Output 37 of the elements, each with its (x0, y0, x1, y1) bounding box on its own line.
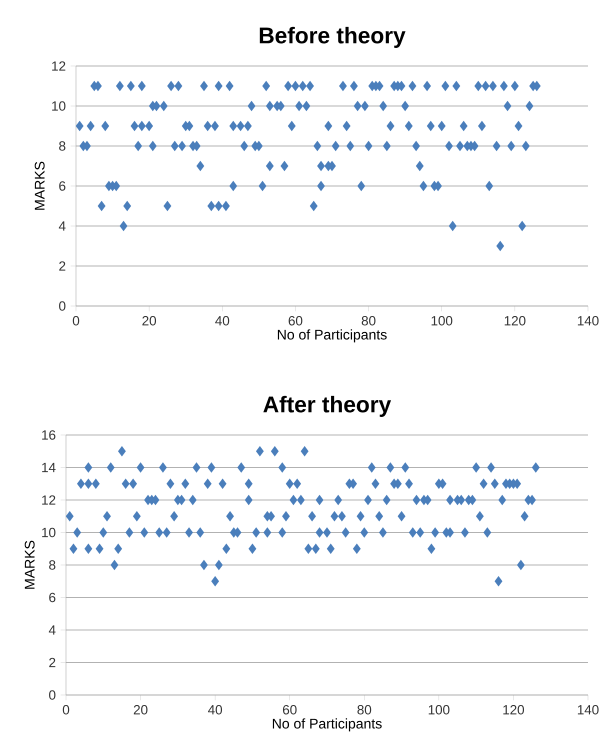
x-tick-label: 140 (578, 705, 599, 714)
x-tick-label: 60 (288, 316, 302, 326)
y-tick-label: 4 (48, 625, 56, 635)
y-tick-label: 16 (42, 430, 56, 440)
x-axis-title: No of Participants (272, 718, 382, 732)
y-tick-label: 2 (49, 658, 56, 668)
x-tick-label: 20 (134, 705, 148, 714)
x-tick-label: 100 (428, 705, 450, 714)
y-tick-label: 10 (42, 528, 56, 538)
y-tick-label: 4 (58, 221, 66, 231)
y-tick-label: 14 (42, 462, 56, 472)
x-tick-label: 60 (282, 705, 297, 714)
chart-title: Before theory (260, 26, 406, 48)
x-tick-label: 80 (362, 316, 376, 326)
y-tick-label: 6 (59, 181, 66, 191)
y-tick-label: 12 (52, 61, 66, 71)
x-tick-label: 40 (208, 705, 222, 714)
x-tick-label: 120 (504, 316, 526, 326)
x-axis-title: No of Participants (278, 329, 387, 342)
y-tick-label: 2 (59, 261, 66, 271)
y-tick-label: 0 (59, 301, 66, 311)
chart-title: After theory (263, 396, 392, 417)
y-tick-label: 8 (49, 560, 56, 570)
x-tick-label: 40 (215, 316, 230, 326)
y-axis-title: MARKS (24, 540, 35, 589)
y-tick-label: 6 (49, 592, 56, 602)
y-axis-title: MARKS (34, 162, 45, 210)
x-tick-label: 80 (357, 705, 372, 714)
y-tick-label: 12 (42, 495, 56, 505)
x-tick-label: 100 (432, 316, 452, 326)
y-tick-label: 10 (52, 101, 66, 111)
x-tick-label: 140 (578, 316, 599, 326)
y-tick-label: 0 (49, 690, 56, 700)
x-tick-label: 120 (503, 705, 524, 714)
x-tick-label: 20 (142, 316, 156, 326)
y-tick-label: 8 (59, 141, 66, 151)
x-tick-label: 0 (72, 316, 80, 326)
